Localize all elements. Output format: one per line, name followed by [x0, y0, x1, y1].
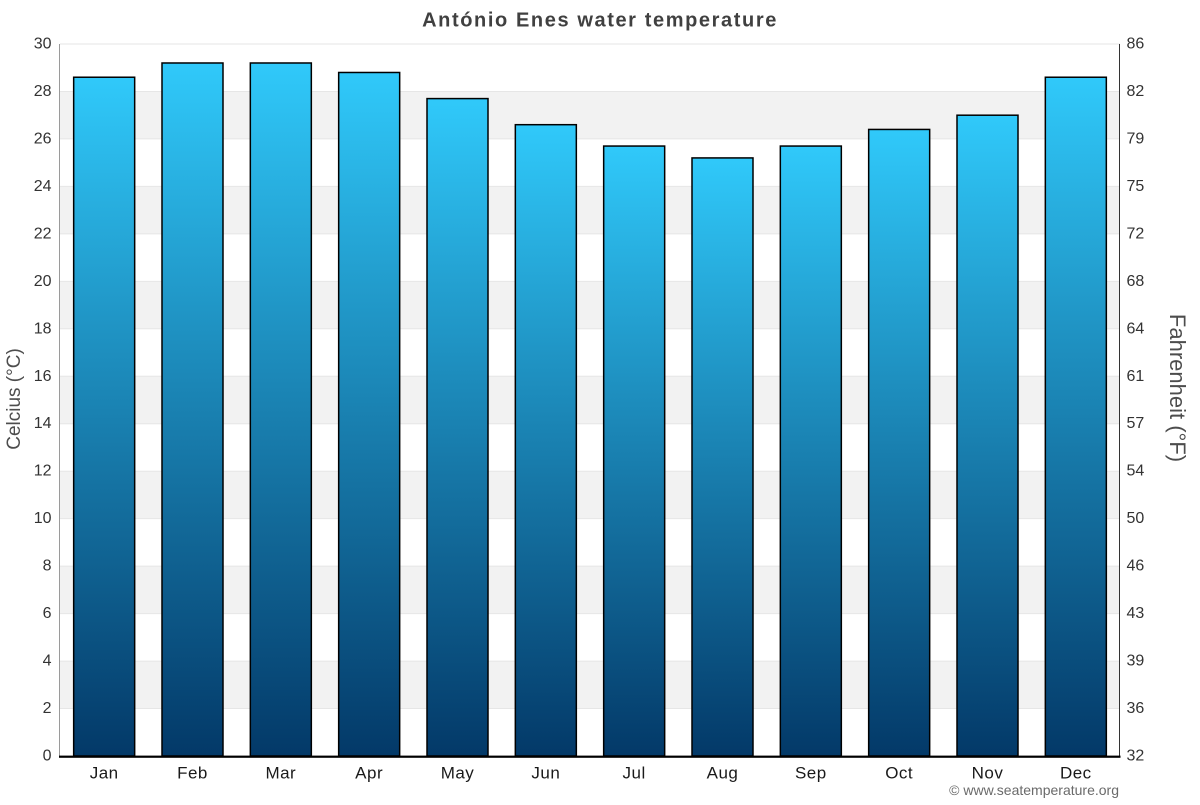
svg-text:Apr: Apr	[355, 764, 383, 783]
svg-text:50: 50	[1127, 510, 1145, 527]
svg-text:30: 30	[34, 36, 52, 53]
svg-text:Jan: Jan	[90, 764, 119, 783]
svg-text:75: 75	[1127, 178, 1145, 195]
svg-text:20: 20	[34, 273, 52, 290]
svg-text:0: 0	[43, 748, 52, 765]
svg-text:82: 82	[1127, 83, 1145, 100]
svg-text:Nov: Nov	[972, 764, 1004, 783]
svg-text:32: 32	[1127, 748, 1145, 765]
svg-text:Feb: Feb	[177, 764, 208, 783]
svg-text:79: 79	[1127, 130, 1145, 147]
svg-text:Sep: Sep	[795, 764, 827, 783]
svg-text:64: 64	[1127, 320, 1145, 337]
svg-text:46: 46	[1127, 558, 1145, 575]
svg-text:68: 68	[1127, 273, 1145, 290]
svg-text:Oct: Oct	[885, 764, 913, 783]
svg-text:Jul: Jul	[623, 764, 646, 783]
svg-text:39: 39	[1127, 653, 1145, 670]
svg-text:54: 54	[1127, 463, 1145, 480]
svg-text:Aug: Aug	[707, 764, 739, 783]
svg-text:Fahrenheit (°F): Fahrenheit (°F)	[1165, 314, 1190, 462]
svg-text:22: 22	[34, 225, 52, 242]
svg-text:28: 28	[34, 83, 52, 100]
svg-text:Mar: Mar	[265, 764, 296, 783]
svg-text:26: 26	[34, 130, 52, 147]
svg-text:Celcius (°C): Celcius (°C)	[4, 348, 25, 450]
svg-text:10: 10	[34, 510, 52, 527]
svg-text:57: 57	[1127, 415, 1145, 432]
svg-text:24: 24	[34, 178, 52, 195]
svg-text:Jun: Jun	[531, 764, 560, 783]
svg-text:2: 2	[43, 700, 52, 717]
svg-text:12: 12	[34, 463, 52, 480]
svg-text:36: 36	[1127, 700, 1145, 717]
svg-text:61: 61	[1127, 368, 1145, 385]
svg-text:© www.seatemperature.org: © www.seatemperature.org	[949, 782, 1119, 798]
svg-text:Dec: Dec	[1060, 764, 1092, 783]
svg-text:43: 43	[1127, 605, 1145, 622]
svg-text:8: 8	[43, 558, 52, 575]
svg-text:86: 86	[1127, 36, 1145, 53]
svg-text:18: 18	[34, 320, 52, 337]
svg-text:May: May	[441, 764, 475, 783]
svg-text:14: 14	[34, 415, 52, 432]
svg-text:72: 72	[1127, 225, 1145, 242]
svg-text:António Enes water temperature: António Enes water temperature	[422, 10, 778, 32]
svg-text:4: 4	[43, 653, 52, 670]
svg-text:6: 6	[43, 605, 52, 622]
svg-text:16: 16	[34, 368, 52, 385]
